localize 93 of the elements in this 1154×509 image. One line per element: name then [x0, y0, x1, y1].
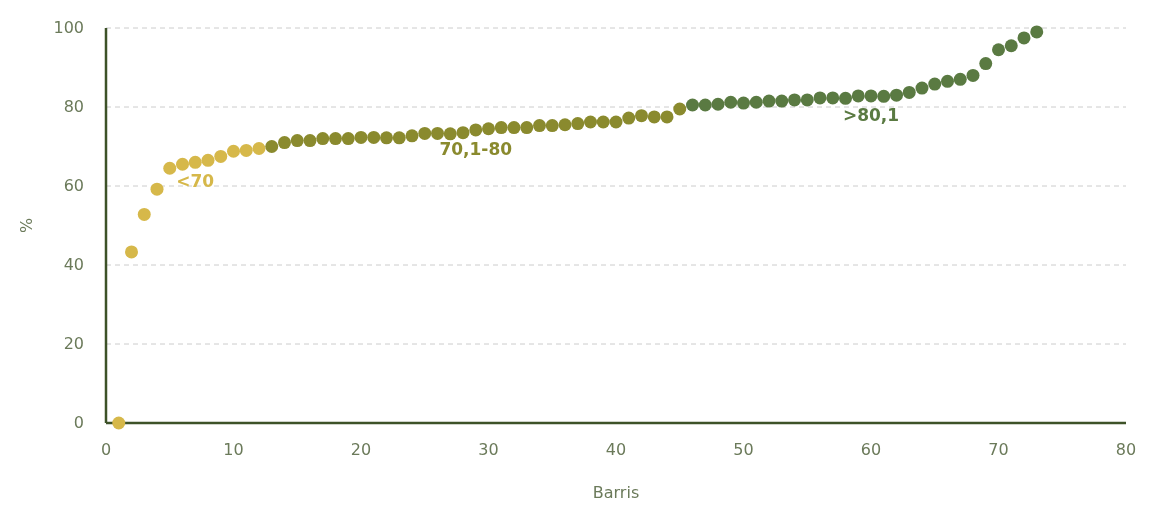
point — [711, 97, 725, 111]
point — [762, 94, 776, 108]
point — [265, 140, 279, 153]
point — [902, 85, 916, 99]
x-tick-label: 10 — [223, 440, 244, 459]
point — [647, 110, 661, 124]
point — [992, 43, 1005, 57]
point — [686, 98, 699, 112]
point — [890, 88, 903, 102]
point — [227, 144, 240, 158]
point — [520, 121, 534, 135]
series-label: <70 — [176, 171, 215, 192]
point — [290, 134, 304, 148]
point — [928, 77, 942, 91]
point — [915, 81, 929, 95]
point — [673, 102, 687, 116]
point — [418, 126, 432, 140]
point — [724, 95, 738, 109]
point — [545, 119, 559, 133]
point — [125, 245, 138, 259]
point — [469, 123, 483, 137]
x-tick-label: 70 — [988, 440, 1009, 459]
point — [1017, 31, 1031, 45]
point — [851, 89, 865, 103]
point — [800, 93, 814, 107]
point — [788, 93, 801, 107]
point — [941, 74, 954, 88]
x-tick-label: 40 — [605, 440, 627, 459]
point — [188, 155, 202, 169]
point — [622, 111, 636, 125]
y-tick-label: 60 — [63, 175, 84, 195]
point — [150, 182, 164, 196]
y-tick-label: 100 — [53, 17, 84, 37]
point — [877, 89, 891, 103]
series-label: 70,1-80 — [439, 138, 513, 159]
point — [813, 91, 827, 105]
point — [1004, 39, 1018, 53]
point — [1030, 25, 1044, 39]
point — [201, 153, 215, 167]
point — [456, 126, 470, 140]
point — [354, 130, 368, 144]
point — [239, 143, 253, 157]
point — [737, 96, 750, 110]
point — [953, 72, 967, 86]
point — [635, 109, 648, 123]
point — [137, 207, 151, 221]
point — [112, 416, 126, 430]
point — [431, 126, 444, 140]
point — [584, 115, 597, 129]
point — [163, 161, 177, 175]
x-tick-label: 20 — [350, 440, 372, 459]
x-tick-label: 30 — [478, 440, 499, 459]
point — [698, 98, 712, 112]
point — [596, 115, 610, 129]
series-label: >80,1 — [842, 104, 900, 125]
point — [405, 129, 419, 143]
point — [214, 149, 228, 163]
point — [329, 132, 342, 146]
point — [558, 118, 572, 132]
x-tick-label: 50 — [733, 440, 754, 459]
point — [966, 68, 980, 82]
y-tick-label: 40 — [63, 254, 84, 274]
y-axis-title: % — [17, 217, 36, 234]
x-tick-label: 80 — [1115, 440, 1137, 459]
point — [252, 141, 266, 155]
point — [278, 136, 291, 150]
point — [316, 132, 330, 146]
x-axis-title: Barris — [592, 483, 640, 502]
x-tick-label: 0 — [100, 440, 112, 459]
point — [749, 95, 763, 109]
point — [494, 121, 508, 135]
point — [507, 121, 521, 135]
point — [826, 91, 840, 105]
point — [979, 57, 993, 71]
point — [176, 157, 189, 171]
y-tick-label: 0 — [73, 412, 84, 432]
x-tick-label: 60 — [860, 440, 882, 459]
y-tick-label: 80 — [63, 96, 84, 116]
point — [864, 89, 878, 103]
point — [839, 91, 852, 105]
point — [380, 131, 393, 145]
point — [341, 132, 355, 146]
point — [482, 122, 495, 136]
point — [303, 134, 317, 148]
point — [443, 127, 457, 141]
point — [533, 119, 546, 133]
point — [367, 130, 381, 144]
point — [392, 131, 406, 145]
point — [571, 117, 585, 131]
point — [609, 115, 623, 129]
y-tick-label: 20 — [63, 333, 84, 353]
point — [660, 110, 674, 124]
point — [775, 94, 789, 108]
